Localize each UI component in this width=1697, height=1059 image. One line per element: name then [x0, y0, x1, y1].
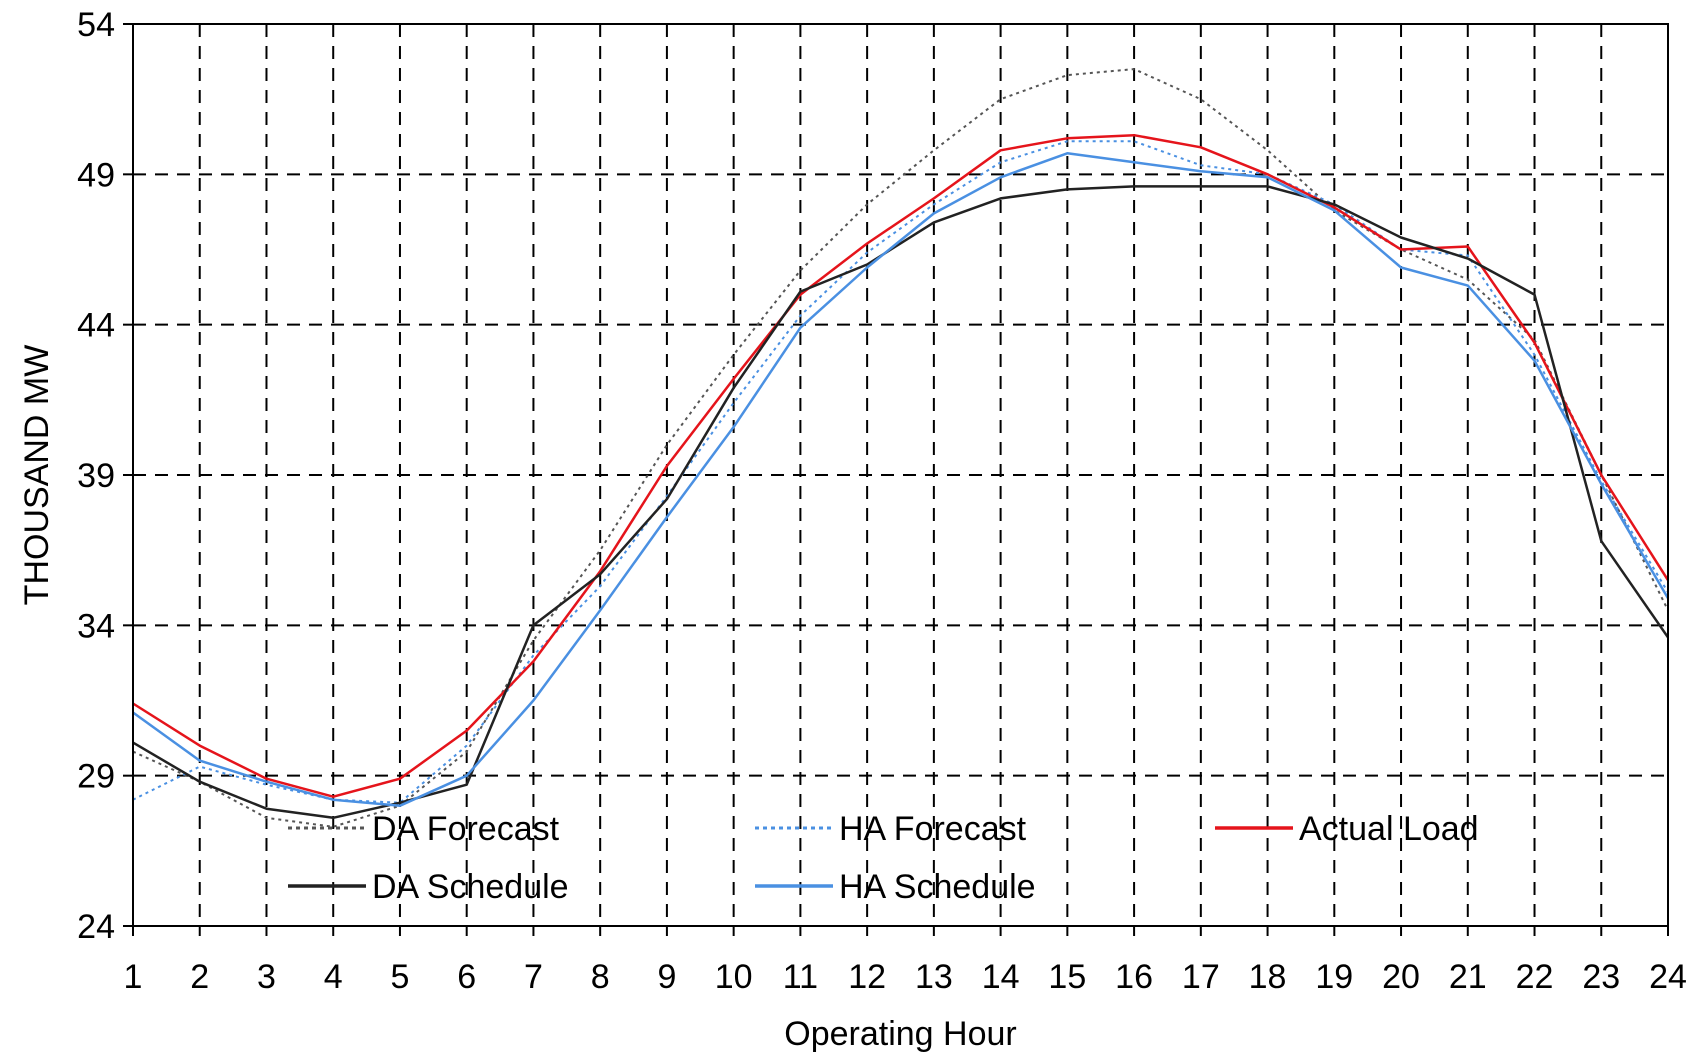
y-tick-label: 29 [77, 758, 115, 796]
x-tick-label: 5 [390, 958, 409, 996]
series-line [132, 140, 1669, 804]
x-tick-label: 15 [1048, 958, 1086, 996]
x-tick-label: 9 [657, 958, 676, 996]
x-tick-label: 16 [1115, 958, 1153, 996]
series-line [132, 133, 1670, 798]
x-tick-label: 1 [124, 958, 143, 996]
y-tick-label: 24 [77, 908, 115, 946]
y-axis: 24 29 34 39 44 49 54 [77, 6, 133, 946]
x-axis-title: Operating Hour [784, 1015, 1016, 1053]
legend-label: Actual Load [1299, 810, 1479, 848]
x-tick-label: 7 [524, 958, 543, 996]
y-tick-label: 44 [77, 307, 115, 345]
x-tick-label: 10 [715, 958, 753, 996]
x-tick-label: 2 [190, 958, 209, 996]
x-tick-label: 11 [783, 958, 818, 996]
series-line [132, 68, 1669, 828]
x-tick-label: 22 [1516, 958, 1554, 996]
legend-label: DA Forecast [372, 810, 560, 848]
x-tick-label: 4 [324, 958, 343, 996]
x-tick-label: 23 [1582, 958, 1620, 996]
series-line [132, 152, 1670, 807]
x-tick-label: 18 [1249, 958, 1287, 996]
x-tick-label: 12 [848, 958, 886, 996]
legend-item: DA Forecast [288, 810, 560, 848]
y-tick-label: 54 [77, 6, 115, 44]
legend-item: HA Forecast [755, 810, 1027, 848]
y-axis-title: THOUSAND MW [18, 345, 56, 606]
x-tick-label: 17 [1182, 958, 1220, 996]
legend-label: HA Forecast [839, 810, 1027, 848]
y-tick-label: 49 [77, 156, 115, 194]
legend-label: HA Schedule [839, 868, 1036, 906]
plot-area [132, 68, 1670, 828]
x-tick-label: 14 [982, 958, 1020, 996]
x-tick-label: 19 [1315, 958, 1353, 996]
legend-item: Actual Load [1215, 810, 1479, 848]
x-tick-label: 8 [591, 958, 610, 996]
x-tick-label: 13 [915, 958, 953, 996]
legend-item: DA Schedule [288, 868, 569, 906]
x-tick-label: 6 [457, 958, 476, 996]
y-tick-label: 34 [77, 607, 115, 645]
y-tick-label: 39 [77, 457, 115, 495]
legend-item: HA Schedule [755, 868, 1036, 906]
legend: DA Forecast HA Forecast Actual Load DA Sche… [288, 810, 1479, 906]
x-tick-label: 21 [1449, 958, 1487, 996]
x-axis: 1 2 3 4 5 6 7 8 9 10 11 12 13 14 15 16 17 18 19 20 21 22 23 24 [124, 926, 1687, 996]
grid [133, 24, 1668, 926]
legend-label: DA Schedule [372, 868, 569, 906]
x-tick-label: 3 [257, 958, 276, 996]
x-tick-label: 20 [1382, 958, 1420, 996]
x-tick-label: 24 [1649, 958, 1687, 996]
